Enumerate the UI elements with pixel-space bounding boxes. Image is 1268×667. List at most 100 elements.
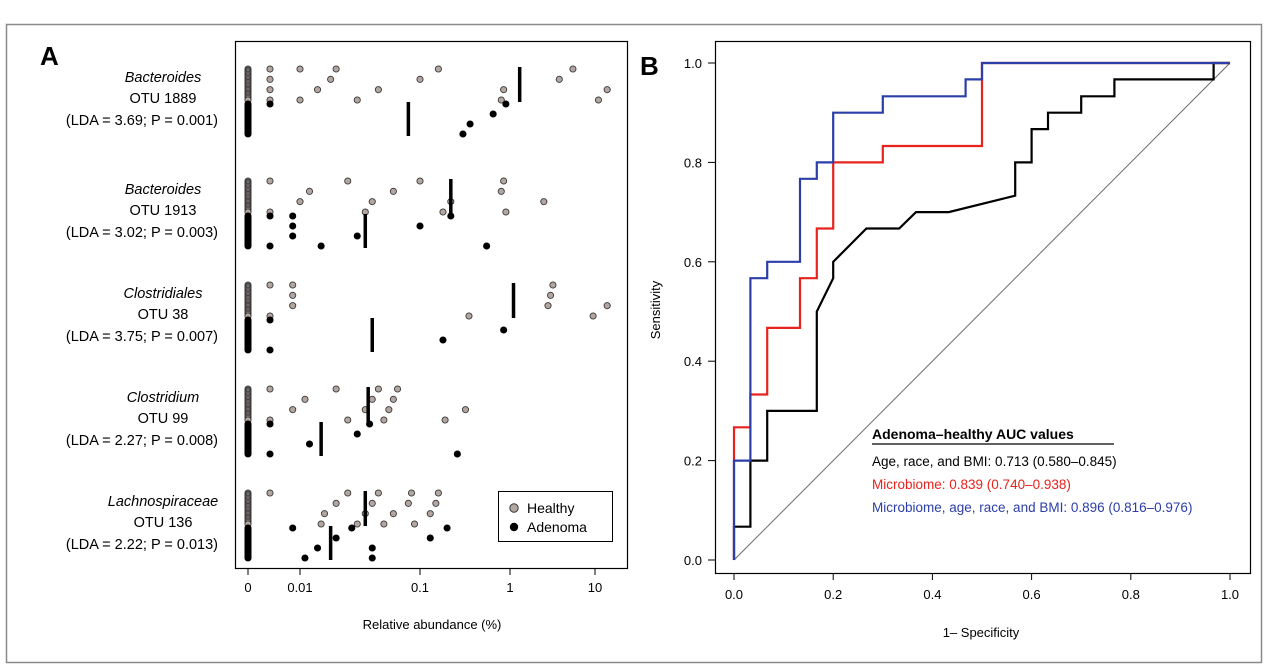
adenoma-point [289, 212, 297, 220]
adenoma-point [313, 544, 322, 552]
healthy-point [380, 520, 388, 528]
legend-marker-adenoma [509, 522, 519, 532]
healthy-point [289, 406, 297, 414]
healthy-point [416, 177, 424, 185]
adenoma-point [266, 450, 274, 458]
healthy-point [603, 86, 611, 94]
panel-b-x-label: 1– Specificity [943, 625, 1020, 640]
adenoma-point [244, 450, 252, 458]
healthy-point [547, 291, 555, 299]
healthy-point [374, 86, 382, 94]
panel-a-medians [319, 67, 522, 560]
panel-a: A Bacteroides OTU 1889 (LDA = 3.69; P = 0.… [40, 40, 629, 632]
y-tick-label: 0.4 [684, 354, 702, 369]
group-otu: OTU 136 [134, 515, 193, 531]
group-otu: OTU 38 [138, 307, 189, 323]
x-tick-label: 0.1 [411, 580, 429, 595]
healthy-point [327, 75, 335, 83]
healthy-point [332, 65, 340, 73]
group-stat: (LDA = 3.69; P = 0.001) [66, 113, 218, 129]
healthy-point [266, 281, 274, 289]
adenoma-point [453, 450, 461, 458]
healthy-point [317, 520, 325, 528]
adenoma-point [317, 242, 325, 250]
adenoma-point [289, 524, 297, 532]
roc-curve-3 [732, 61, 1230, 560]
healthy-point [407, 489, 416, 497]
healthy-point [465, 312, 473, 320]
healthy-point [416, 75, 424, 83]
group-taxon: Clostridium [127, 390, 200, 406]
healthy-point [266, 385, 274, 393]
adenoma-point [266, 316, 274, 324]
panel-a-legend: Healthy Adenoma [498, 491, 613, 542]
healthy-point [289, 281, 297, 289]
panel-a-x-label: Relative abundance (%) [363, 617, 502, 632]
group-taxon: Clostridiales [124, 286, 203, 302]
healthy-point [289, 291, 297, 299]
healthy-point [301, 395, 309, 403]
healthy-point [266, 75, 274, 83]
x-tick-label: 1.0 [1221, 587, 1239, 602]
healthy-point [332, 499, 340, 507]
adenoma-point [266, 420, 274, 428]
adenoma-point [244, 554, 252, 562]
panel-a-group-labels: Bacteroides OTU 1889 (LDA = 3.69; P = 0.00… [66, 70, 218, 553]
healthy-point [441, 416, 449, 424]
adenoma-point [332, 534, 340, 542]
group-stat: (LDA = 2.22; P = 0.013) [66, 537, 218, 553]
healthy-point [549, 281, 557, 289]
healthy-point [603, 302, 611, 310]
y-tick-label: 0.2 [684, 454, 702, 469]
y-tick-label: 0.6 [684, 255, 702, 270]
panel-a-letter: A [40, 41, 59, 71]
healthy-point [569, 65, 577, 73]
auc-legend-entry-2: Microbiome: 0.839 (0.740–0.938) [872, 477, 1071, 492]
adenoma-point [301, 554, 309, 562]
healthy-point [540, 198, 548, 206]
healthy-point [404, 499, 412, 507]
panel-b-axes: 0.0 0.2 0.4 0.6 0.8 1.0 0.0 0.2 0.4 0.6 0.8 1.0 [684, 56, 1239, 602]
auc-legend-entry-1: Age, race, and BMI: 0.713 (0.580–0.845) [872, 454, 1117, 469]
auc-legend: Adenoma–healthy AUC values Age, race, an… [872, 426, 1192, 515]
adenoma-point [244, 346, 252, 354]
panel-a-x-axis: 0 0.01 0.1 1 10 [244, 568, 602, 595]
x-tick-label: 0.01 [287, 580, 312, 595]
healthy-point [389, 510, 397, 518]
healthy-point [434, 65, 442, 73]
adenoma-point [459, 130, 467, 138]
group-taxon: Lachnospiraceae [108, 494, 218, 510]
group-taxon: Bacteroides [125, 182, 202, 198]
healthy-point [500, 86, 508, 94]
x-tick-label: 0.0 [725, 587, 743, 602]
adenoma-point [426, 534, 434, 542]
y-tick-label: 0.8 [684, 155, 702, 170]
adenoma-point [305, 440, 314, 448]
adenoma-point [500, 326, 508, 334]
legend-marker-healthy [509, 503, 519, 513]
healthy-point [497, 96, 505, 104]
auc-legend-entry-3: Microbiome, age, race, and BMI: 0.896 (0… [872, 500, 1192, 515]
panel-b-letter: B [640, 51, 659, 81]
healthy-point [374, 385, 382, 393]
roc-curves [732, 61, 1230, 560]
group-otu: OTU 1913 [130, 203, 197, 219]
healthy-point [432, 499, 440, 507]
healthy-point [266, 177, 274, 185]
healthy-point [500, 177, 508, 185]
adenoma-point [466, 120, 474, 128]
legend-box [498, 491, 613, 542]
healthy-point [389, 395, 397, 403]
healthy-point [502, 208, 510, 216]
group-stat: (LDA = 3.75; P = 0.007) [66, 329, 218, 345]
x-tick-label: 0 [244, 580, 251, 595]
roc-curve-1 [732, 61, 1230, 560]
adenoma-point [353, 232, 361, 240]
healthy-point [393, 385, 402, 393]
adenoma-point [368, 544, 376, 552]
healthy-point [344, 489, 352, 497]
panel-b-y-label: Sensitivity [648, 280, 663, 339]
group-taxon: Bacteroides [125, 70, 202, 86]
healthy-point [426, 510, 434, 518]
healthy-point [594, 96, 602, 104]
